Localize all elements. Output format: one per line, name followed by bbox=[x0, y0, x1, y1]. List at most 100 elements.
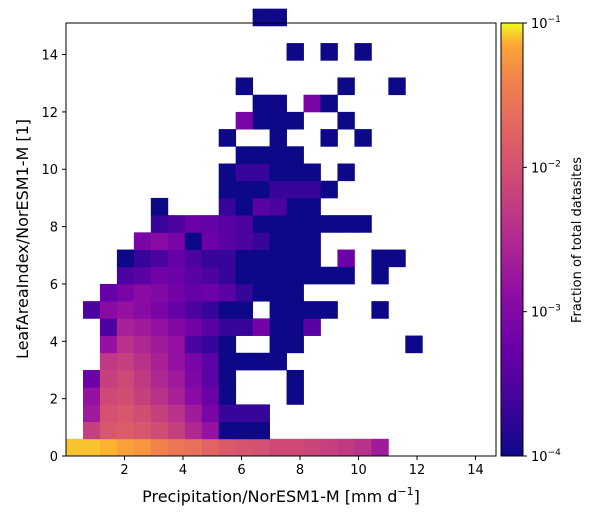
heatmap-cell bbox=[320, 215, 338, 233]
plot-frame bbox=[65, 22, 497, 457]
heatmap-cell bbox=[218, 197, 237, 216]
heatmap-cell bbox=[167, 421, 186, 440]
heatmap-cell bbox=[337, 163, 355, 182]
heatmap-cell bbox=[235, 283, 254, 302]
heatmap-cell bbox=[184, 335, 203, 354]
heatmap-cell bbox=[354, 129, 372, 147]
heatmap-cell bbox=[269, 249, 287, 268]
heatmap-cell bbox=[371, 438, 389, 457]
heatmap-cell bbox=[252, 197, 270, 216]
heatmap-cell bbox=[201, 232, 220, 250]
heatmap-cell bbox=[269, 283, 287, 302]
heatmap-cell bbox=[167, 232, 186, 250]
heatmap-cell bbox=[252, 146, 270, 164]
heatmap-cell bbox=[150, 438, 169, 457]
x-axis-label: Precipitation/NorESM1-M [mm d−1] bbox=[142, 485, 420, 506]
heatmap-cell bbox=[82, 387, 101, 405]
heatmap-cell bbox=[99, 335, 118, 354]
heatmap-cell bbox=[201, 283, 220, 302]
heatmap-cell bbox=[116, 318, 135, 336]
heatmap-cell bbox=[133, 249, 152, 268]
heatmap-cell bbox=[116, 352, 135, 371]
heatmap-cell bbox=[371, 301, 389, 319]
heatmap-cell bbox=[218, 163, 237, 182]
heatmap-cell bbox=[286, 146, 304, 164]
heatmap-cell bbox=[286, 335, 304, 354]
heatmap-cell bbox=[201, 301, 220, 319]
x-tick-label: 2 bbox=[120, 463, 128, 478]
y-axis-label: LeafAreaIndex/NorESM1-M [1] bbox=[13, 119, 32, 359]
heatmap-cell bbox=[235, 111, 254, 130]
heatmap-cell bbox=[320, 43, 338, 61]
heatmap-cell bbox=[371, 249, 389, 268]
heatmap-cell bbox=[286, 249, 304, 268]
heatmap-cell bbox=[184, 438, 203, 457]
heatmap-cell bbox=[167, 352, 186, 371]
heatmap-cell bbox=[269, 129, 287, 147]
heatmap-cell bbox=[201, 369, 220, 388]
heatmap-cell bbox=[320, 438, 338, 457]
heatmap-cell bbox=[286, 283, 304, 302]
heatmap-cell bbox=[252, 318, 270, 336]
heatmap-cell bbox=[201, 387, 220, 405]
heatmap-cell bbox=[320, 266, 338, 285]
heatmap-cell bbox=[133, 387, 152, 405]
heatmap-cell bbox=[184, 387, 203, 405]
heatmap-cell bbox=[218, 387, 237, 405]
heatmap-cell bbox=[167, 283, 186, 302]
heatmap-cell bbox=[218, 335, 237, 354]
heatmap-cell bbox=[218, 249, 237, 268]
heatmap-cell bbox=[235, 421, 254, 440]
heatmap-cell bbox=[150, 232, 169, 250]
heatmap-cell bbox=[201, 352, 220, 371]
heatmap-cell bbox=[150, 421, 169, 440]
heatmap-cell bbox=[218, 180, 237, 199]
heatmap-cell bbox=[235, 266, 254, 285]
colorbar-ticks: 10−1 10−2 10−3 10−4 bbox=[523, 15, 561, 465]
heatmap-cell bbox=[167, 249, 186, 268]
heatmap-cell bbox=[184, 318, 203, 336]
y-axis: 0 2 4 6 8 10 12 14 bbox=[41, 49, 66, 465]
y-tick-label: 8 bbox=[50, 221, 58, 236]
heatmap-cell bbox=[133, 421, 152, 440]
heatmap-cell bbox=[201, 266, 220, 285]
heatmap-cell bbox=[354, 43, 372, 61]
heatmap-cell bbox=[303, 180, 321, 199]
heatmap-cell bbox=[286, 438, 304, 457]
heatmap-cell bbox=[99, 283, 118, 302]
heatmap-cell bbox=[167, 387, 186, 405]
heatmap-cell bbox=[337, 249, 355, 268]
heatmap-cell bbox=[201, 318, 220, 336]
heatmap-cell bbox=[252, 352, 270, 371]
x-tick-label: 12 bbox=[409, 463, 426, 478]
heatmap-cell bbox=[218, 301, 237, 319]
heatmap-cell bbox=[201, 421, 220, 440]
heatmap-cell bbox=[184, 404, 203, 422]
heatmap-cell bbox=[218, 404, 237, 422]
heatmap-cell bbox=[303, 163, 321, 182]
x-tick-label: 4 bbox=[179, 463, 187, 478]
y-tick-label: 10 bbox=[41, 163, 58, 178]
heatmap-cell bbox=[133, 335, 152, 354]
heatmap-cell bbox=[99, 301, 118, 319]
x-tick-label: 8 bbox=[296, 463, 304, 478]
heatmap-cell bbox=[99, 404, 118, 422]
heatmap-cell bbox=[269, 146, 287, 164]
heatmap-cell bbox=[252, 8, 270, 27]
heatmap-cell bbox=[286, 369, 304, 388]
y-tick-label: 12 bbox=[41, 106, 58, 121]
y-tick-label: 6 bbox=[50, 278, 58, 293]
heatmap-cell bbox=[116, 438, 135, 457]
heatmap-cell bbox=[218, 438, 237, 457]
heatmap-cell bbox=[252, 421, 270, 440]
heatmap-cell bbox=[66, 438, 84, 457]
heatmap-cell bbox=[116, 369, 135, 388]
heatmap-cell bbox=[150, 318, 169, 336]
heatmap-cell bbox=[116, 266, 135, 285]
heatmap-cell bbox=[286, 197, 304, 216]
heatmap-cell bbox=[201, 438, 220, 457]
heatmap-cell bbox=[218, 369, 237, 388]
x-tick-label: 6 bbox=[237, 463, 245, 478]
heatmap-cell bbox=[286, 215, 304, 233]
